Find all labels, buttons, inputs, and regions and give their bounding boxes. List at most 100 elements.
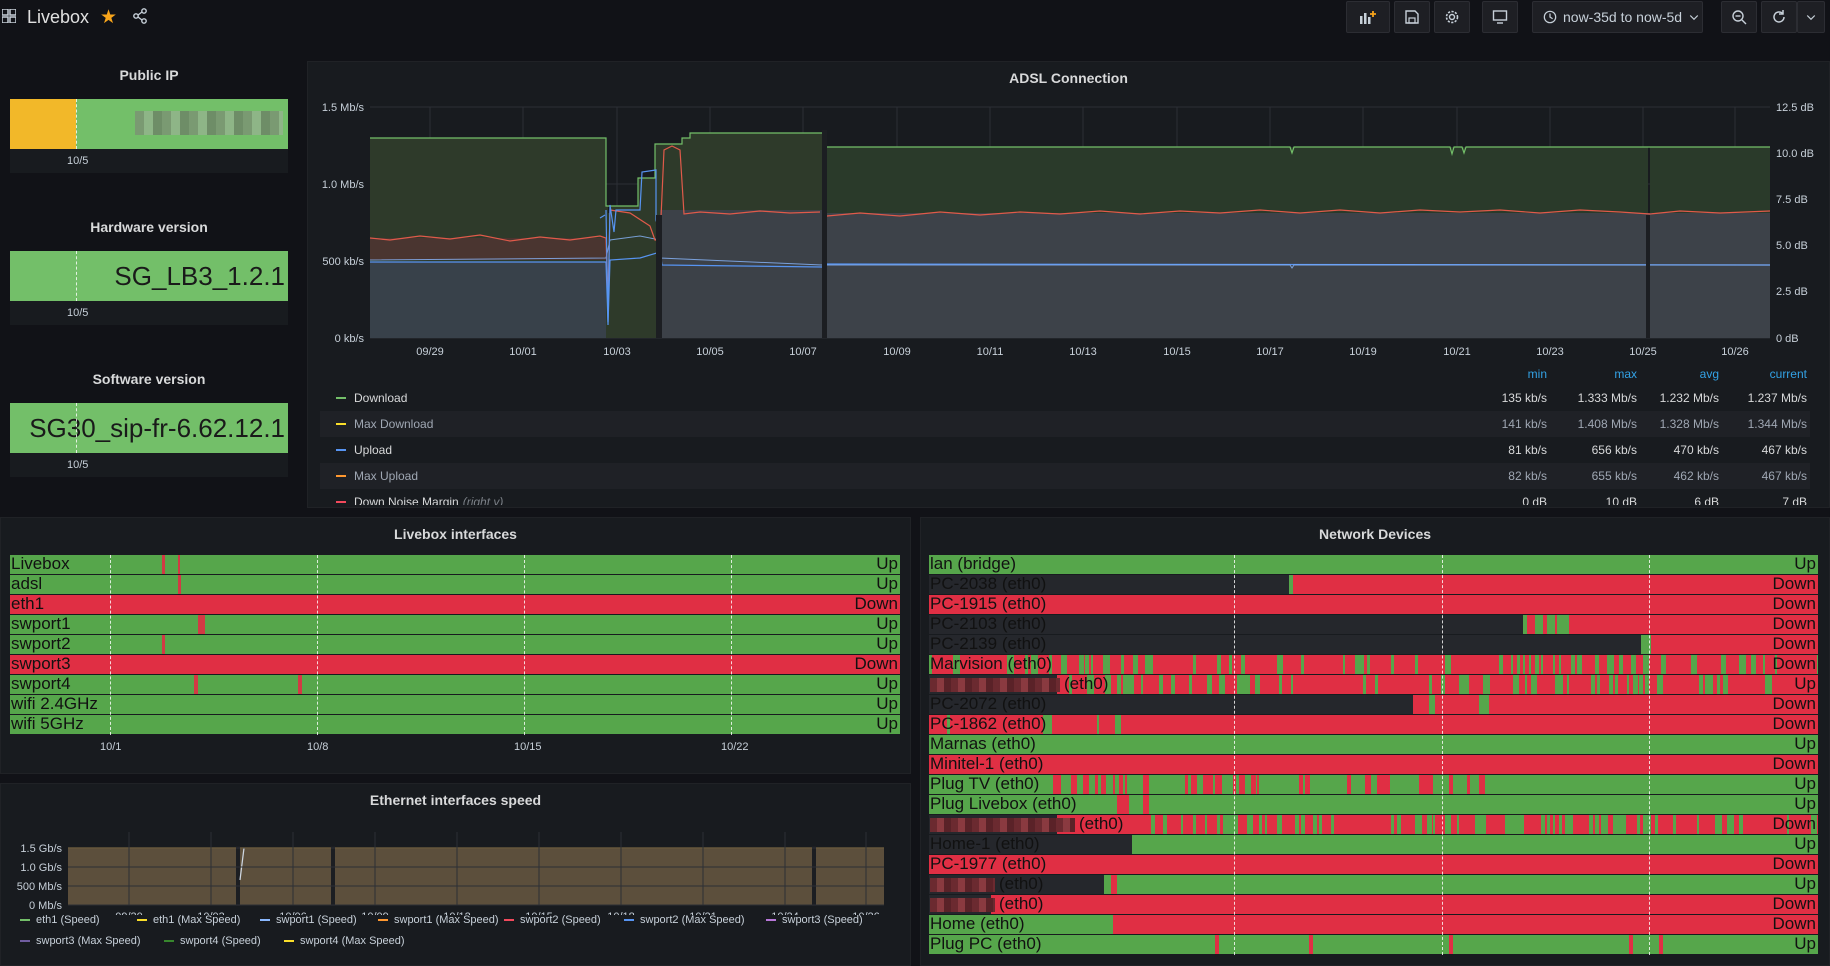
ethernet-legend-item[interactable]: swport2 (Speed) (504, 914, 601, 926)
legend-series-name: swport2 (Max Speed) (640, 914, 745, 926)
device-row[interactable]: Home-1 (eth0) Up (929, 835, 1818, 854)
ethernet-legend-item[interactable]: swport3 (Speed) (766, 914, 863, 926)
tv-mode-button[interactable] (1482, 1, 1518, 33)
device-row[interactable]: PC-2103 (eth0) Down (929, 615, 1818, 634)
legend-series-name[interactable]: Max Upload (354, 469, 419, 483)
legend-row[interactable]: Down Noise Margin (right y) 0 dB 10 dB 6 dB 7… (320, 489, 1810, 505)
state-segment (1595, 815, 1599, 834)
dashboard-title[interactable]: Livebox (27, 7, 90, 27)
refresh-button[interactable] (1761, 1, 1797, 33)
device-row[interactable]: PC-1862 (eth0) Down (929, 715, 1818, 734)
device-row[interactable]: Marvision (eth0) Down (929, 655, 1818, 674)
device-row[interactable]: (eth0) Up (929, 675, 1818, 694)
legend-max-header[interactable]: max (1614, 367, 1637, 381)
device-row[interactable]: PC-2038 (eth0) Down (929, 575, 1818, 594)
device-row[interactable]: PC-1977 (eth0) Down (929, 855, 1818, 874)
interface-row[interactable]: eth1 Down (10, 594, 900, 614)
legend-row[interactable]: Max Download 141 kb/s 1.408 Mb/s 1.328 Mb/s… (320, 411, 1810, 437)
state-segment (1529, 655, 1531, 674)
x-tick-label: 10/15 (525, 911, 553, 915)
time-picker-button[interactable]: now-35d to now-5d (1532, 1, 1703, 33)
network-devices-timeline[interactable]: lan (bridge) Up PC-2038 (eth0) Down PC-1915 … (929, 555, 1818, 955)
interface-row[interactable]: swport4 Up (10, 674, 900, 694)
state-segment (1637, 815, 1640, 834)
device-label: Plug Livebox (eth0) (930, 795, 1077, 813)
state-segment (1523, 615, 1527, 634)
ethernet-legend-item[interactable]: eth1 (Speed) (20, 914, 100, 926)
zoom-out-button[interactable] (1721, 1, 1757, 33)
legend-series-name[interactable]: Upload (354, 443, 393, 457)
interface-row[interactable]: wifi 5GHz Up (10, 714, 900, 734)
star-icon[interactable]: ★ (100, 7, 118, 28)
state-segment (1365, 775, 1371, 794)
device-row[interactable]: (eth0) Down (929, 895, 1818, 914)
settings-button[interactable] (1434, 1, 1470, 33)
device-row[interactable]: PC-2139 (eth0) Down (929, 635, 1818, 654)
interface-row[interactable]: Livebox Up (10, 554, 900, 574)
device-row[interactable]: (eth0) Down (929, 815, 1818, 834)
interfaces-tick-label: 10/8 (307, 741, 329, 753)
device-row[interactable]: lan (bridge) Up (929, 555, 1818, 574)
add-panel-button[interactable] (1346, 1, 1390, 33)
legend-min-header[interactable]: min (1527, 367, 1547, 381)
state-segment (1217, 655, 1221, 674)
interface-row[interactable]: adsl Up (10, 574, 900, 594)
device-label: PC-1977 (eth0) (930, 855, 1047, 873)
legend-avg-value: 1.328 Mb/s (1659, 417, 1719, 431)
x-tick-label: 10/09 (361, 911, 389, 915)
device-row[interactable]: Plug PC (eth0) Up (929, 935, 1818, 954)
dashboards-grid-icon[interactable] (2, 9, 16, 23)
device-row[interactable]: PC-1915 (eth0) Down (929, 595, 1818, 614)
device-row[interactable]: Marnas (eth0) Up (929, 735, 1818, 754)
refresh-interval-dropdown[interactable] (1797, 1, 1825, 33)
state-segment (1597, 675, 1600, 694)
time-marker (317, 555, 318, 735)
interface-row[interactable]: swport3 Down (10, 654, 900, 674)
save-dashboard-button[interactable] (1394, 1, 1430, 33)
ethernet-legend-item[interactable]: swport3 (Max Speed) (20, 935, 141, 947)
livebox-interfaces-timeline[interactable]: Livebox Up adsl Up eth1 Down swport1 Up swport2 U… (10, 554, 900, 735)
interface-row[interactable]: swport1 Up (10, 614, 900, 634)
top-bar: Livebox ★ now-35d to now-5d (0, 0, 1830, 34)
x-tick-label: 10/24 (771, 911, 799, 915)
chevron-down-icon (1806, 15, 1816, 21)
state-segment (1715, 815, 1722, 834)
device-row[interactable]: (eth0) Up (929, 875, 1818, 894)
legend-row[interactable]: Download 135 kb/s 1.333 Mb/s 1.232 Mb/s 1.23… (320, 385, 1810, 411)
legend-current-header[interactable]: current (1769, 367, 1807, 381)
ethernet-legend-item[interactable]: swport4 (Speed) (164, 935, 261, 947)
state-segment (1523, 655, 1525, 674)
device-row[interactable]: Home (eth0) Down (929, 915, 1818, 934)
device-row[interactable]: Plug TV (eth0) Up (929, 775, 1818, 794)
state-segment (1279, 675, 1282, 694)
device-state: Up (1794, 875, 1816, 893)
legend-series-name[interactable]: Max Download (354, 417, 434, 431)
ethernet-legend-item[interactable]: eth1 (Max Speed) (137, 914, 240, 926)
interface-row[interactable]: wifi 2.4GHz Up (10, 694, 900, 714)
interface-row[interactable]: swport2 Up (10, 634, 900, 654)
state-segment (1429, 675, 1432, 694)
share-icon[interactable] (132, 8, 148, 24)
data-gap (236, 846, 240, 906)
ethernet-speed-chart[interactable]: 0 Mb/s 500 Mb/s 1.0 Gb/s 1.5 Gb/s 09/30 10/03… (0, 820, 911, 915)
legend-row[interactable]: Upload 81 kb/s 656 kb/s 470 kb/s 467 kb/s (320, 437, 1810, 463)
hardware-version-bar: SG_LB3_1.2.1 (10, 251, 288, 301)
device-state: Up (1794, 555, 1816, 573)
device-label: PC-2139 (eth0) (930, 635, 1047, 653)
device-row[interactable]: Minitel-1 (eth0) Down (929, 755, 1818, 774)
device-label: Home-1 (eth0) (930, 835, 1040, 853)
ethernet-legend-item[interactable]: swport1 (Max Speed) (378, 914, 499, 926)
ethernet-legend-item[interactable]: swport1 (Speed) (260, 914, 357, 926)
ethernet-legend-item[interactable]: swport2 (Max Speed) (624, 914, 745, 926)
state-segment (1181, 815, 1183, 834)
state-segment (1633, 675, 1638, 694)
device-row[interactable]: PC-2072 (eth0) Down (929, 695, 1818, 714)
ethernet-legend-item[interactable]: swport4 (Max Speed) (284, 935, 405, 947)
adsl-chart[interactable]: 0 kb/s 500 kb/s 1.0 Mb/s 1.5 Mb/s 0 dB 2.5 dB… (0, 0, 1830, 360)
legend-avg-header[interactable]: avg (1699, 367, 1719, 381)
device-row[interactable]: Plug Livebox (eth0) Up (929, 795, 1818, 814)
legend-row[interactable]: Max Upload 82 kb/s 655 kb/s 462 kb/s 467 kb/… (320, 463, 1810, 489)
legend-series-name[interactable]: Download (354, 391, 408, 405)
state-segment (1457, 815, 1459, 834)
legend-series-name[interactable]: Down Noise Margin (right y) (354, 495, 503, 505)
